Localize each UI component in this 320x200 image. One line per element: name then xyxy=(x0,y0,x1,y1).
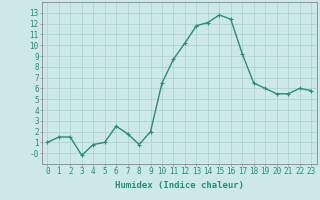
X-axis label: Humidex (Indice chaleur): Humidex (Indice chaleur) xyxy=(115,181,244,190)
